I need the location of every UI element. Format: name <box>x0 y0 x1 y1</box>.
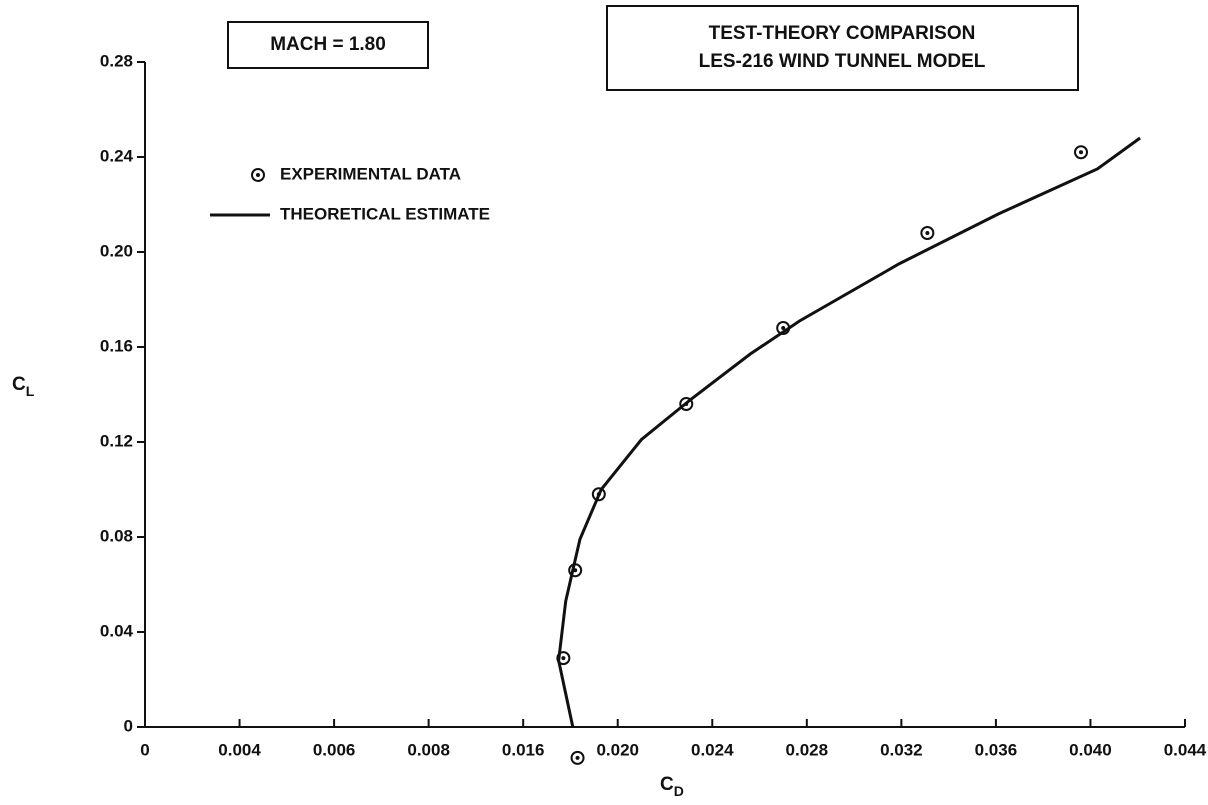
y-tick-label: 0.28 <box>100 51 133 70</box>
y-axis-label: CL <box>12 374 35 399</box>
y-tick-label: 0.24 <box>100 146 134 165</box>
x-tick-label: 0.040 <box>1069 740 1112 759</box>
x-axis-label: CD <box>660 774 684 799</box>
x-tick-label: 0.036 <box>975 740 1018 759</box>
x-tick-label: 0.016 <box>502 740 545 759</box>
y-tick-label: 0.12 <box>100 431 133 450</box>
y-tick-label: 0 <box>124 716 133 735</box>
x-tick-label: 0.004 <box>218 740 261 759</box>
x-tick-label: 0.020 <box>596 740 639 759</box>
legend-label: EXPERIMENTAL DATA <box>280 164 461 183</box>
y-tick-label: 0.20 <box>100 241 133 260</box>
y-tick-label: 0.08 <box>100 526 133 545</box>
marker <box>251 168 265 182</box>
x-tick-label: 0.044 <box>1164 740 1207 759</box>
marker <box>1074 145 1088 160</box>
legend-label: THEORETICAL ESTIMATE <box>280 204 490 223</box>
chart-title: TEST-THEORY COMPARISON <box>709 23 976 44</box>
x-tick-label: 0.008 <box>407 740 450 759</box>
y-tick-label: 0.16 <box>100 336 133 355</box>
x-tick-label: 0.032 <box>880 740 923 759</box>
chart-subtitle: LES-216 WIND TUNNEL MODEL <box>699 51 986 72</box>
line <box>557 136 1141 728</box>
title-box <box>606 5 1079 91</box>
marker <box>570 750 585 765</box>
marker <box>920 226 935 240</box>
x-tick-label: 0.006 <box>313 740 356 759</box>
x-tick-label: 0 <box>140 740 149 759</box>
y-tick-label: 0.04 <box>100 621 134 640</box>
annotation: MACH = 1.80 <box>270 34 386 55</box>
annotation-box <box>227 21 429 69</box>
x-tick-label: 0.024 <box>691 740 734 759</box>
marker <box>556 651 571 666</box>
x-tick-label: 0.028 <box>786 740 829 759</box>
